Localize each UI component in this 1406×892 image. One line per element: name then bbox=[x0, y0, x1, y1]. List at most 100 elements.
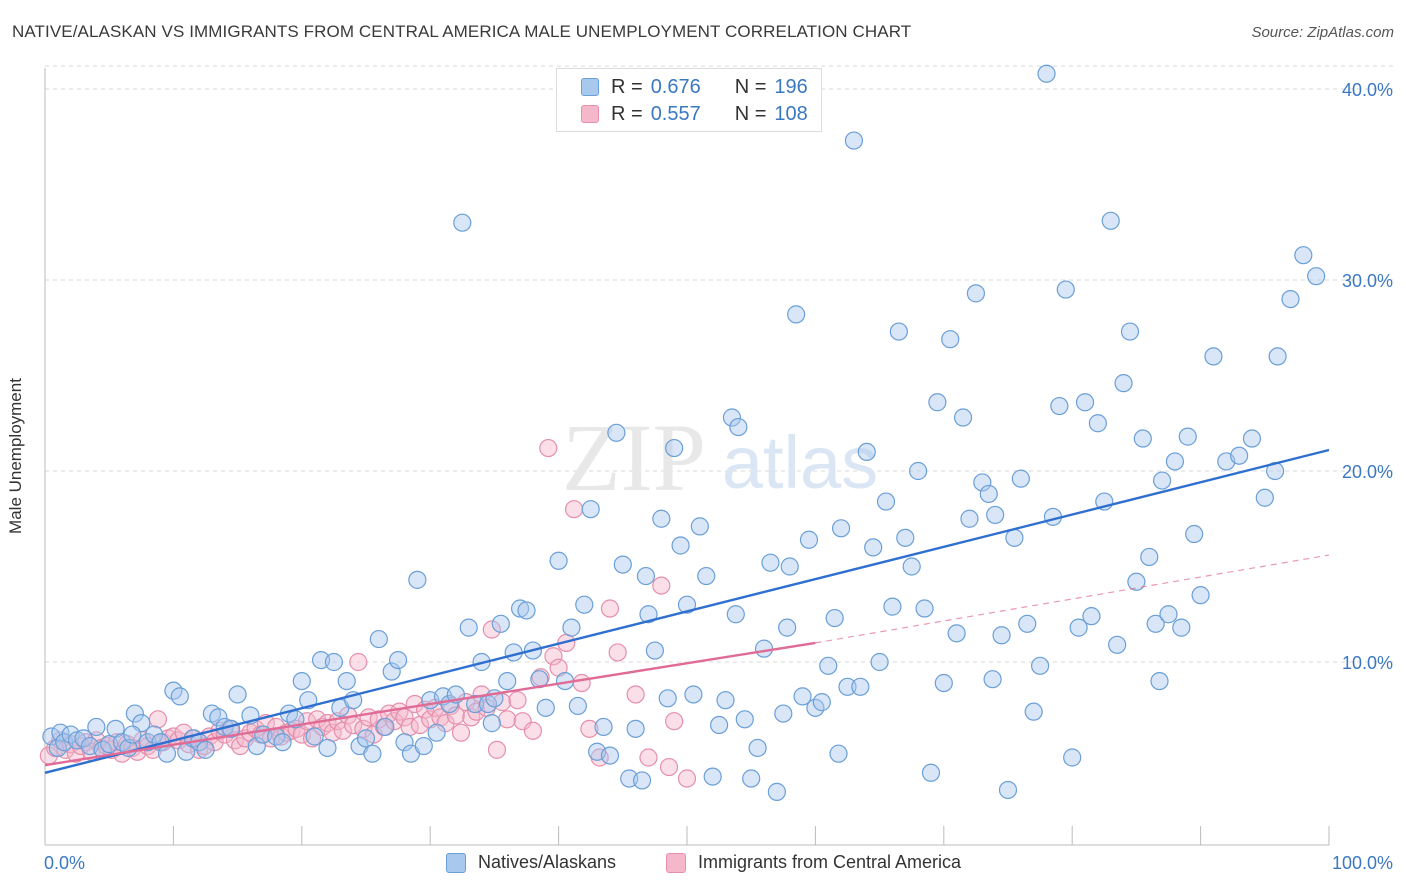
natives-point bbox=[645, 641, 665, 660]
natives-point bbox=[636, 566, 656, 586]
immigrants-point bbox=[639, 748, 658, 767]
natives-point bbox=[318, 738, 337, 758]
natives-trendline bbox=[44, 448, 1330, 774]
natives-point bbox=[575, 595, 594, 614]
immigrants-point bbox=[482, 620, 501, 639]
natives-point bbox=[677, 595, 697, 614]
natives-point bbox=[966, 284, 986, 303]
natives-point bbox=[973, 473, 992, 492]
natives-point bbox=[722, 408, 742, 427]
natives-point bbox=[549, 551, 568, 570]
natives-point bbox=[292, 671, 311, 691]
bottom-legend-immigrants: Immigrants from Central America bbox=[666, 852, 961, 873]
watermark-zip: ZIP bbox=[562, 404, 706, 511]
natives-point bbox=[831, 519, 851, 538]
natives-point bbox=[125, 704, 144, 723]
natives-point bbox=[408, 570, 427, 589]
natives-point bbox=[1127, 572, 1146, 591]
natives-point bbox=[170, 687, 189, 706]
natives-point bbox=[883, 597, 902, 616]
natives-point bbox=[1159, 605, 1178, 624]
natives-point bbox=[1268, 347, 1287, 366]
natives-point bbox=[536, 698, 555, 717]
natives-point bbox=[382, 662, 401, 681]
immigrants-point bbox=[652, 576, 671, 595]
natives-point bbox=[1024, 702, 1043, 721]
natives-point bbox=[305, 727, 324, 746]
series-immigrants-points bbox=[39, 438, 697, 788]
immigrants-point bbox=[523, 721, 543, 740]
y-axis-label: Male Unemployment bbox=[6, 378, 25, 534]
immigrants-point bbox=[487, 740, 507, 759]
natives-point bbox=[1152, 471, 1172, 490]
natives-point bbox=[921, 763, 941, 782]
natives-point bbox=[1011, 469, 1030, 488]
natives-point bbox=[716, 691, 735, 710]
natives-point bbox=[941, 330, 960, 349]
bottom-legend-natives: Natives/Alaskans bbox=[446, 852, 616, 873]
natives-point bbox=[870, 652, 889, 672]
natives-point bbox=[1018, 614, 1037, 633]
natives-point bbox=[844, 131, 864, 150]
natives-point bbox=[356, 729, 376, 748]
natives-point bbox=[857, 442, 876, 461]
watermark-atlas: atlas bbox=[722, 421, 878, 504]
natives-point bbox=[902, 557, 921, 576]
natives-point bbox=[780, 557, 799, 576]
natives-point bbox=[697, 566, 716, 586]
legend-r-value: 0.676 bbox=[650, 75, 701, 98]
natives-point bbox=[998, 780, 1018, 800]
natives-point bbox=[562, 618, 581, 637]
natives-point bbox=[196, 740, 215, 759]
immigrants-point bbox=[148, 710, 168, 729]
natives-point bbox=[1172, 618, 1191, 637]
natives-point bbox=[799, 530, 819, 549]
natives-point bbox=[1075, 393, 1095, 412]
immigrants-point bbox=[508, 691, 527, 710]
watermark: ZIP atlas bbox=[562, 404, 878, 511]
immigrants-point bbox=[302, 729, 322, 748]
natives-point bbox=[1050, 396, 1069, 416]
legend-r-value: 0.557 bbox=[650, 102, 701, 125]
source-label: Source: ZipAtlas.com bbox=[1251, 24, 1394, 41]
x-tick-label: 0.0% bbox=[44, 853, 85, 873]
natives-point bbox=[658, 689, 677, 708]
bottom-legend: Natives/Alaskans Immigrants from Central… bbox=[0, 852, 1406, 876]
natives-point bbox=[1281, 290, 1300, 309]
natives-point bbox=[1005, 528, 1024, 547]
legend: R = 0.676 N = 196 R = 0.557 N = 108 bbox=[556, 68, 822, 132]
natives-point bbox=[1146, 614, 1165, 633]
natives-point bbox=[1185, 524, 1204, 544]
natives-point bbox=[1255, 488, 1274, 507]
natives-point bbox=[273, 733, 292, 752]
natives-point bbox=[735, 710, 754, 729]
natives-point bbox=[729, 417, 748, 437]
natives-point bbox=[459, 618, 478, 637]
natives-point bbox=[812, 693, 831, 712]
natives-point bbox=[607, 423, 626, 442]
trend-lines bbox=[44, 448, 1330, 774]
y-tick-label: 10.0% bbox=[1342, 653, 1393, 673]
natives-point bbox=[825, 608, 844, 628]
natives-point bbox=[819, 656, 838, 675]
immigrants-point bbox=[677, 769, 697, 788]
series-natives-points bbox=[42, 64, 1326, 801]
legend-r-label: R = bbox=[611, 102, 643, 125]
natives-point bbox=[934, 673, 953, 693]
immigrants-point bbox=[659, 757, 679, 777]
natives-point bbox=[864, 538, 883, 557]
natives-point bbox=[1165, 452, 1185, 471]
natives-point bbox=[754, 639, 774, 658]
y-tick-label: 40.0% bbox=[1342, 80, 1393, 100]
natives-point bbox=[491, 614, 510, 633]
immigrants-point bbox=[431, 708, 450, 727]
natives-point bbox=[889, 322, 908, 341]
immigrants-point bbox=[539, 438, 558, 458]
natives-point bbox=[1140, 547, 1159, 567]
natives-point bbox=[466, 694, 485, 714]
natives-point bbox=[369, 629, 388, 649]
natives-point bbox=[652, 509, 671, 528]
natives-point bbox=[1178, 427, 1197, 446]
immigrants-point bbox=[544, 647, 563, 666]
